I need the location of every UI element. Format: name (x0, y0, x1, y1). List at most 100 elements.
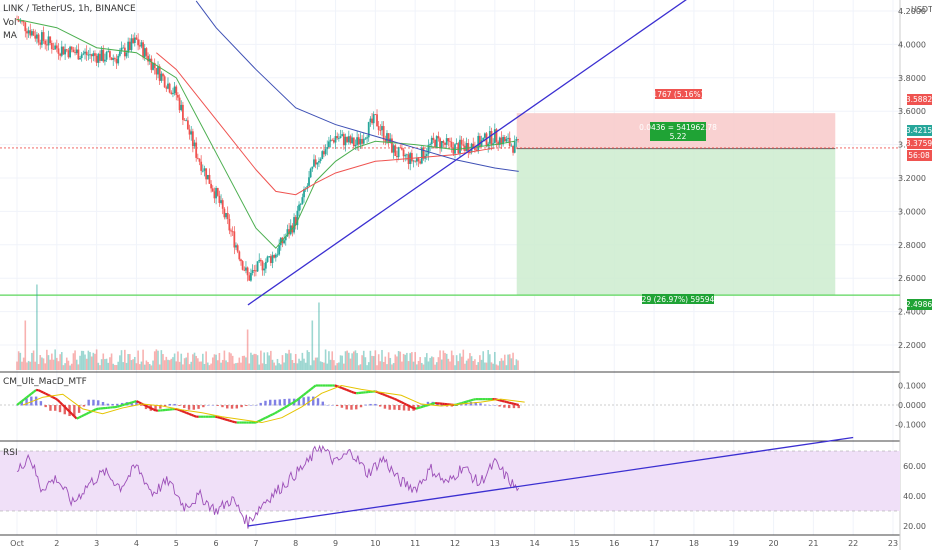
candle-body (128, 41, 131, 50)
volume-bar (328, 351, 330, 370)
macd-histogram-bar (39, 401, 43, 406)
volume-bar (104, 359, 106, 370)
candle-body (89, 54, 91, 56)
candle-body (198, 158, 201, 162)
volume-bar (34, 361, 37, 370)
volume-bar (495, 364, 498, 370)
volume-bar (484, 362, 486, 370)
position-zones (0, 113, 900, 296)
macd-histogram-bar (393, 405, 396, 410)
candle-body (208, 174, 211, 184)
candle-body (357, 137, 360, 145)
candle-body (143, 48, 146, 58)
macd-axis-tick: 0.1000 (898, 382, 926, 391)
volume-bar (32, 350, 35, 370)
candle-body (135, 37, 138, 40)
volume-bar (218, 353, 221, 370)
macd-line-segment (303, 392, 307, 396)
candle-body (263, 268, 266, 271)
candle-body (493, 129, 496, 144)
macd-histogram-bar (49, 405, 52, 411)
candle-body (483, 133, 486, 138)
candle-body (356, 137, 359, 145)
rsi-axis-tick: 20.00 (903, 522, 926, 531)
macd-histogram-bar (307, 396, 310, 406)
candle-body (152, 62, 154, 70)
candle-body (336, 136, 339, 139)
candle-body (205, 168, 208, 180)
volume-bar (64, 363, 66, 370)
macd-line-segment (468, 399, 472, 403)
candle-body (440, 141, 443, 149)
macd-line-segment (25, 394, 30, 399)
macd-line-segment (463, 400, 467, 404)
volume-bar (308, 352, 310, 370)
candle-body (432, 137, 435, 140)
volume-bar (202, 353, 204, 370)
candle-body (329, 139, 332, 142)
time-axis-tick: 19 (729, 539, 739, 548)
macd-histogram-bar (159, 405, 162, 409)
candle-body (437, 136, 440, 139)
macd-histogram-bar (288, 398, 291, 406)
volume-bar (22, 357, 25, 370)
volume-bar (211, 357, 214, 370)
volume-bar (412, 361, 415, 370)
candle-body (193, 142, 196, 147)
volume-bar (513, 365, 516, 370)
macd-histogram-bar (264, 400, 267, 406)
macd-histogram-bar (331, 405, 334, 406)
macd-line-segment (193, 414, 197, 418)
macd-line-segment (377, 391, 381, 395)
ma-mid-line (156, 52, 495, 196)
volume-bar (90, 356, 93, 370)
volume-bar (117, 361, 120, 370)
macd-line-segment (76, 416, 80, 420)
macd-histogram-bar (178, 405, 181, 406)
candle-body (492, 143, 495, 145)
candle-body (210, 183, 213, 189)
volume-bar (67, 360, 70, 370)
volume-bar (125, 362, 128, 370)
volume-bar (256, 355, 259, 370)
volume-bar (62, 365, 65, 370)
volume-bar (163, 360, 166, 370)
macd-line-segment (56, 399, 61, 404)
volume-bar (74, 350, 76, 370)
candle-body (235, 245, 237, 248)
volume-bar (469, 353, 471, 370)
volume-bar (357, 365, 360, 370)
candle-body (225, 212, 227, 218)
candle-body (241, 261, 244, 270)
candle-body (153, 62, 156, 69)
volume-bar (44, 363, 47, 370)
candle-body (122, 47, 125, 49)
macd-line-segment (288, 402, 293, 406)
candle-body (39, 42, 42, 45)
macd-histogram-bar (221, 405, 224, 408)
candle-body (40, 32, 43, 45)
volume-bar (389, 357, 392, 370)
volume-bar (379, 361, 382, 370)
volume-bar (349, 358, 352, 370)
volume-bar (270, 350, 272, 370)
candle-body (32, 31, 35, 36)
candle-body (495, 129, 498, 142)
countdown-tag (907, 150, 932, 161)
candle-body (49, 36, 52, 44)
macd-line-segment (501, 399, 505, 403)
macd-histogram-bar (173, 403, 176, 406)
volume-bar (36, 284, 38, 370)
volume-bar (425, 353, 428, 370)
candle-body (497, 141, 500, 145)
volume-bar (284, 353, 287, 370)
candle-body (79, 58, 81, 60)
candle-body (115, 59, 118, 64)
trendlines[interactable] (247, 0, 694, 306)
volume-bar (248, 363, 251, 370)
macd-line-segment (269, 413, 274, 417)
macd-line-segment (88, 410, 92, 414)
rsi-line (16, 444, 520, 529)
